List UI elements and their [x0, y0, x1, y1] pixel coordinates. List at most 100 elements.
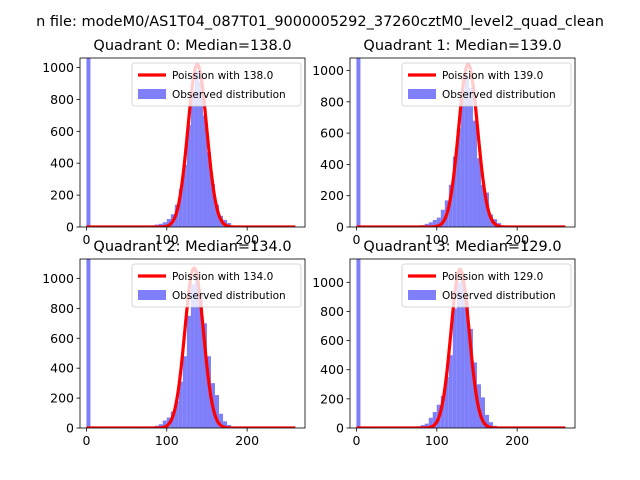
hist-bar [440, 395, 445, 428]
y-tick-label: 200 [50, 188, 74, 203]
legend-box [131, 62, 302, 107]
legend-hist-label: Observed distribution [442, 290, 556, 302]
hist-bar [178, 188, 183, 227]
x-tick-label: 100 [155, 433, 179, 448]
y-tick-label: 200 [50, 391, 74, 406]
hist-bar [178, 381, 183, 428]
hist-bar [198, 81, 203, 227]
y-tick-label: 400 [50, 156, 74, 171]
x-tick-label: 200 [505, 433, 529, 448]
y-tick-label: 1000 [42, 60, 74, 75]
legend-hist-label: Observed distribution [172, 290, 286, 302]
legend-box [131, 263, 302, 308]
y-tick-label: 600 [320, 126, 344, 141]
x-tick-label: 100 [425, 232, 449, 247]
hist-bar [356, 58, 361, 227]
hist-bar [86, 259, 91, 428]
hist-bar [485, 414, 490, 428]
y-tick-label: 0 [336, 421, 344, 436]
figure-suptitle: n file: modeM0/AS1T04_087T01_9000005292_… [36, 14, 604, 30]
legend-poisson-label: Poission with 129.0 [442, 271, 543, 283]
x-tick-label: 0 [82, 232, 90, 247]
legend-poisson-label: Poission with 134.0 [172, 271, 273, 283]
quadrant-2-axes: 0 100 200 0 200 400 600 800 1000 Poission with 13… [42, 239, 306, 448]
hist-bar [86, 58, 91, 227]
legend-hist-swatch [138, 89, 166, 99]
hist-bar [448, 355, 453, 428]
y-tick-label: 400 [320, 157, 344, 172]
y-tick-label: 600 [50, 124, 74, 139]
axes-frame [349, 57, 576, 228]
hist-bar [436, 217, 441, 227]
y-tick-label: 1000 [42, 271, 74, 286]
hist-bar [428, 417, 433, 428]
hist-bar [174, 401, 179, 428]
hist-bar [452, 156, 457, 227]
legend-hist-swatch [408, 290, 436, 300]
hist-bar [202, 323, 207, 428]
hist-bar [219, 413, 224, 428]
hist-bar [162, 222, 167, 227]
hist-bar [444, 377, 449, 428]
hist-bar [424, 423, 429, 428]
hist-bar [206, 152, 211, 227]
y-tick-label: 600 [320, 333, 344, 348]
quadrant-1-title: Quadrant 1: Median=139.0 [363, 38, 561, 54]
hist-bar [210, 183, 215, 227]
hist-bar [489, 422, 494, 428]
hist-bar [448, 184, 453, 227]
hist-bar [182, 356, 187, 428]
x-tick-label: 100 [155, 232, 179, 247]
y-tick-label: 800 [50, 92, 74, 107]
hist-bar [194, 70, 199, 227]
y-tick-label: 0 [336, 220, 344, 235]
legend-hist-label: Observed distribution [442, 89, 556, 101]
legend-box [401, 263, 572, 308]
legend-hist-swatch [408, 89, 436, 99]
axes-frame [79, 57, 306, 228]
hist-bar [432, 411, 437, 428]
x-tick-label: 0 [82, 433, 90, 448]
quadrant-0-axes: 0 100 200 0 200 400 600 800 1000 Poission with 13… [42, 38, 306, 247]
x-tick-label: 200 [235, 433, 259, 448]
hist-bar [166, 219, 171, 227]
hist-bar [468, 87, 473, 227]
y-tick-label: 800 [50, 301, 74, 316]
hist-bar [464, 76, 469, 227]
hist-bar [480, 184, 485, 227]
hist-bar [440, 209, 445, 227]
hist-bar [194, 270, 199, 428]
hist-bar [215, 204, 220, 227]
y-tick-label: 400 [50, 361, 74, 376]
hist-bar [452, 308, 457, 428]
quadrant-2-title: Quadrant 2: Median=134.0 [93, 239, 291, 255]
hist-bar [162, 420, 167, 428]
hist-bar [476, 158, 481, 227]
legend-poisson-label: Poission with 138.0 [172, 70, 273, 82]
y-tick-label: 0 [66, 220, 74, 235]
hist-bar [456, 282, 461, 428]
hist-bar [182, 164, 187, 227]
y-tick-label: 1000 [312, 275, 344, 290]
x-tick-label: 100 [425, 433, 449, 448]
hist-bar [215, 395, 220, 428]
hist-bar [186, 124, 191, 227]
axes-frame [349, 258, 576, 429]
x-tick-label: 0 [352, 232, 360, 247]
y-tick-label: 800 [320, 304, 344, 319]
legend: Poission with 139.0 Observed distribution [401, 62, 572, 107]
hist-bar [223, 421, 228, 428]
legend: Poission with 129.0 Observed distribution [401, 263, 572, 308]
legend-hist-swatch [138, 290, 166, 300]
x-tick-label: 200 [505, 232, 529, 247]
y-tick-label: 200 [320, 188, 344, 203]
y-tick-label: 400 [320, 362, 344, 377]
legend-box [401, 62, 572, 107]
hist-bar [460, 273, 465, 428]
y-tick-label: 800 [320, 94, 344, 109]
y-tick-label: 1000 [312, 63, 344, 78]
axes-frame [79, 258, 306, 429]
quadrant-3-title: Quadrant 3: Median=129.0 [363, 239, 561, 255]
hist-bar [190, 91, 195, 227]
